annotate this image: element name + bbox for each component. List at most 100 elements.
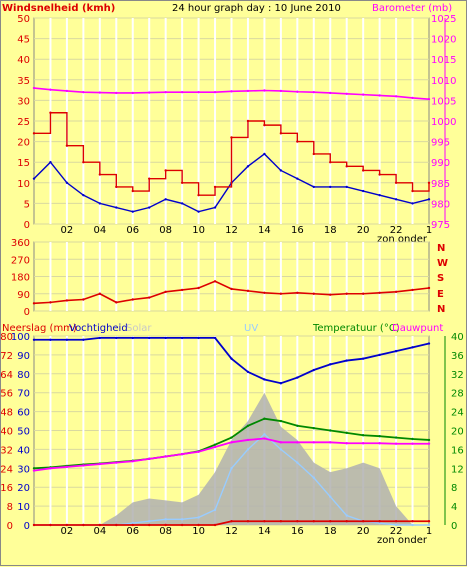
direction-series-point [115,301,117,303]
dewpoint-series-point [148,458,150,460]
humidity-series-point [378,354,380,356]
barometer-series-point [395,95,397,97]
wind-series-point [99,173,101,175]
humidity-series-point [263,378,265,380]
humidity-series-point [66,339,68,341]
direction-series-point [263,292,265,294]
humidity-y-tick: 80 [17,370,30,381]
wind-avg-series-point [329,186,331,188]
direction-label-e: E [437,289,444,300]
rain-series-point [313,520,315,522]
humidity-y-tick: 100 [11,332,30,343]
humidity-y-tick: 30 [17,464,30,475]
wind-avg-series-point [378,194,380,196]
wind-series-point [132,190,134,192]
barometer-series-point [33,87,35,89]
direction-series-point [49,301,51,303]
zon-onder-label-2: zon onder [377,535,428,546]
x-tick-label: 08 [159,526,172,537]
humidity-y-tick: 90 [17,351,30,362]
barometer-series-point [99,91,101,93]
direction-label-s: S [437,273,444,284]
barometer-y-tick: 995 [431,138,450,149]
dewpoint-series-point [263,437,265,439]
barometer-y-tick: 1020 [431,35,456,46]
rain-series-point [346,520,348,522]
barometer-y-tick: 1015 [431,55,456,66]
direction-series-point [33,302,35,304]
temperature-y-tick: 32 [451,370,464,381]
humidity-series-point [411,346,413,348]
wind-series-point [263,124,265,126]
temperature-y-tick: 40 [451,332,464,343]
temperature-series-point [428,439,430,441]
dewpoint-series-point [329,441,331,443]
wind-avg-series-point [132,210,134,212]
direction-y-tick: 270 [11,255,30,266]
rain-y-tick: 72 [1,351,13,362]
wind-avg-series-point [280,169,282,171]
humidity-series-point [197,337,199,339]
wind-series-point [329,161,331,163]
direction-series-point [378,292,380,294]
temperature-series-point [378,435,380,437]
direction-series-point [428,287,430,289]
uv-series-point [411,524,413,526]
uv-series-point [296,461,298,463]
wind-series-point [313,153,315,155]
humidity-series-point [148,337,150,339]
temperature-y-tick: 4 [451,502,457,513]
uv-series-point [214,509,216,511]
humidity-series-point [247,371,249,373]
wind-series-point [33,132,35,134]
humidity-series-point [395,350,397,352]
wind-avg-series-point [82,194,84,196]
temperature-series-point [296,425,298,427]
wind-avg-series-point [247,165,249,167]
wind-y-tick: 5 [24,199,30,210]
wind-series-point [181,182,183,184]
direction-series-point [329,294,331,296]
temperatuur-axis-title: Temperatuur (°C) [312,323,400,334]
barometer-y-tick: 980 [431,199,450,210]
wind-avg-series-point [395,198,397,200]
rain-series-point [181,524,183,526]
rain-y-tick: 40 [1,427,13,438]
direction-series-point [181,289,183,291]
uv-series-point [263,433,265,435]
barometer-y-tick: 985 [431,179,450,190]
barometer-series-point [247,90,249,92]
direction-series-point [247,290,249,292]
humidity-y-tick: 50 [17,427,30,438]
wind-series-point [247,120,249,122]
rain-series-point [395,520,397,522]
direction-series-point [82,298,84,300]
humidity-series-point [82,339,84,341]
barometer-series-point [82,91,84,93]
wind-series-point [164,169,166,171]
wind-y-tick: 25 [17,117,30,128]
wind-y-tick: 15 [17,158,30,169]
wind-y-tick: 20 [17,138,30,149]
direction-y-tick: 90 [17,290,30,301]
barometer-y-tick: 990 [431,158,450,169]
x-tick-label: 20 [357,225,370,236]
rain-series-point [82,524,84,526]
wind-avg-series-point [296,177,298,179]
humidity-series-point [346,359,348,361]
zon-onder-label: zon onder [377,234,428,245]
rain-y-tick: 56 [1,389,13,400]
temperature-series-point [247,425,249,427]
temperature-series-point [214,443,216,445]
wind-avg-series-point [148,206,150,208]
barometer-series-point [329,92,331,94]
x-tick-label: 14 [258,225,271,236]
uv-series-point [230,467,232,469]
dewpoint-series-point [411,443,413,445]
direction-y-tick: 180 [11,273,30,284]
wind-series-point [296,140,298,142]
temperature-y-tick: 28 [451,389,464,400]
wind-avg-series-point [181,202,183,204]
barometer-series-point [362,93,364,95]
barometer-series-point [346,93,348,95]
